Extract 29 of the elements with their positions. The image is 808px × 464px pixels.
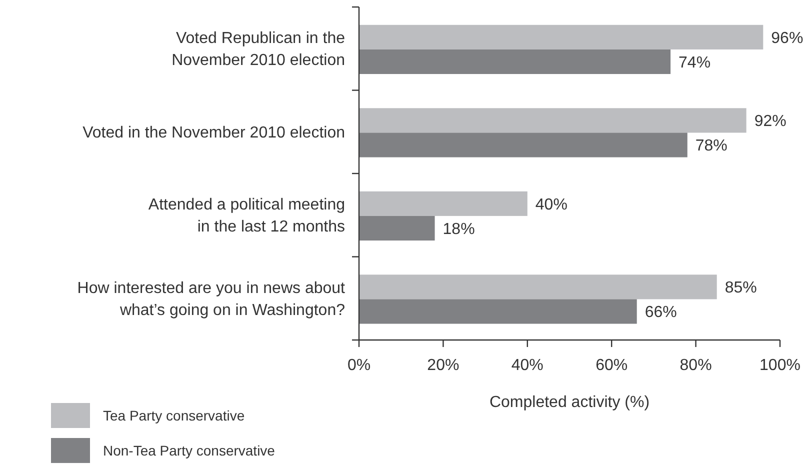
y-tick-label: How interested are you in news about what’s going on in Washington? xyxy=(77,280,346,319)
x-tick-label: 100% xyxy=(760,357,800,374)
x-tick-label: 60% xyxy=(596,357,628,374)
bar xyxy=(359,49,671,74)
data-label: 85% xyxy=(724,280,757,297)
bar xyxy=(359,274,717,300)
bar xyxy=(359,191,528,216)
data-label: 40% xyxy=(535,196,568,214)
data-label: 18% xyxy=(442,220,475,238)
y-tick-label: Voted Republican in the November 2010 election xyxy=(172,30,346,70)
bar xyxy=(359,108,746,133)
data-label: 74% xyxy=(678,54,711,72)
legend-label: Non-Tea Party conservative xyxy=(103,442,276,458)
x-axis-title: Completed activity (%) xyxy=(489,394,650,411)
data-label: 92% xyxy=(754,113,786,130)
bar xyxy=(359,216,435,241)
bar xyxy=(359,24,764,50)
y-tick-label: Voted in the November 2010 election xyxy=(82,124,345,142)
y-tick-label: Attended a political meeting in the last 12 months xyxy=(148,196,345,236)
x-tick-label: 0% xyxy=(347,357,371,374)
data-label: 78% xyxy=(695,138,728,155)
x-tick-label: 40% xyxy=(511,357,544,374)
x-tick-label: 80% xyxy=(680,357,712,374)
bar xyxy=(359,132,688,158)
bar xyxy=(359,299,637,324)
data-label: 96% xyxy=(771,30,804,47)
data-label: 66% xyxy=(644,304,677,322)
x-tick-label: 20% xyxy=(427,357,460,374)
legend-label: Tea Party conservative xyxy=(103,407,245,424)
